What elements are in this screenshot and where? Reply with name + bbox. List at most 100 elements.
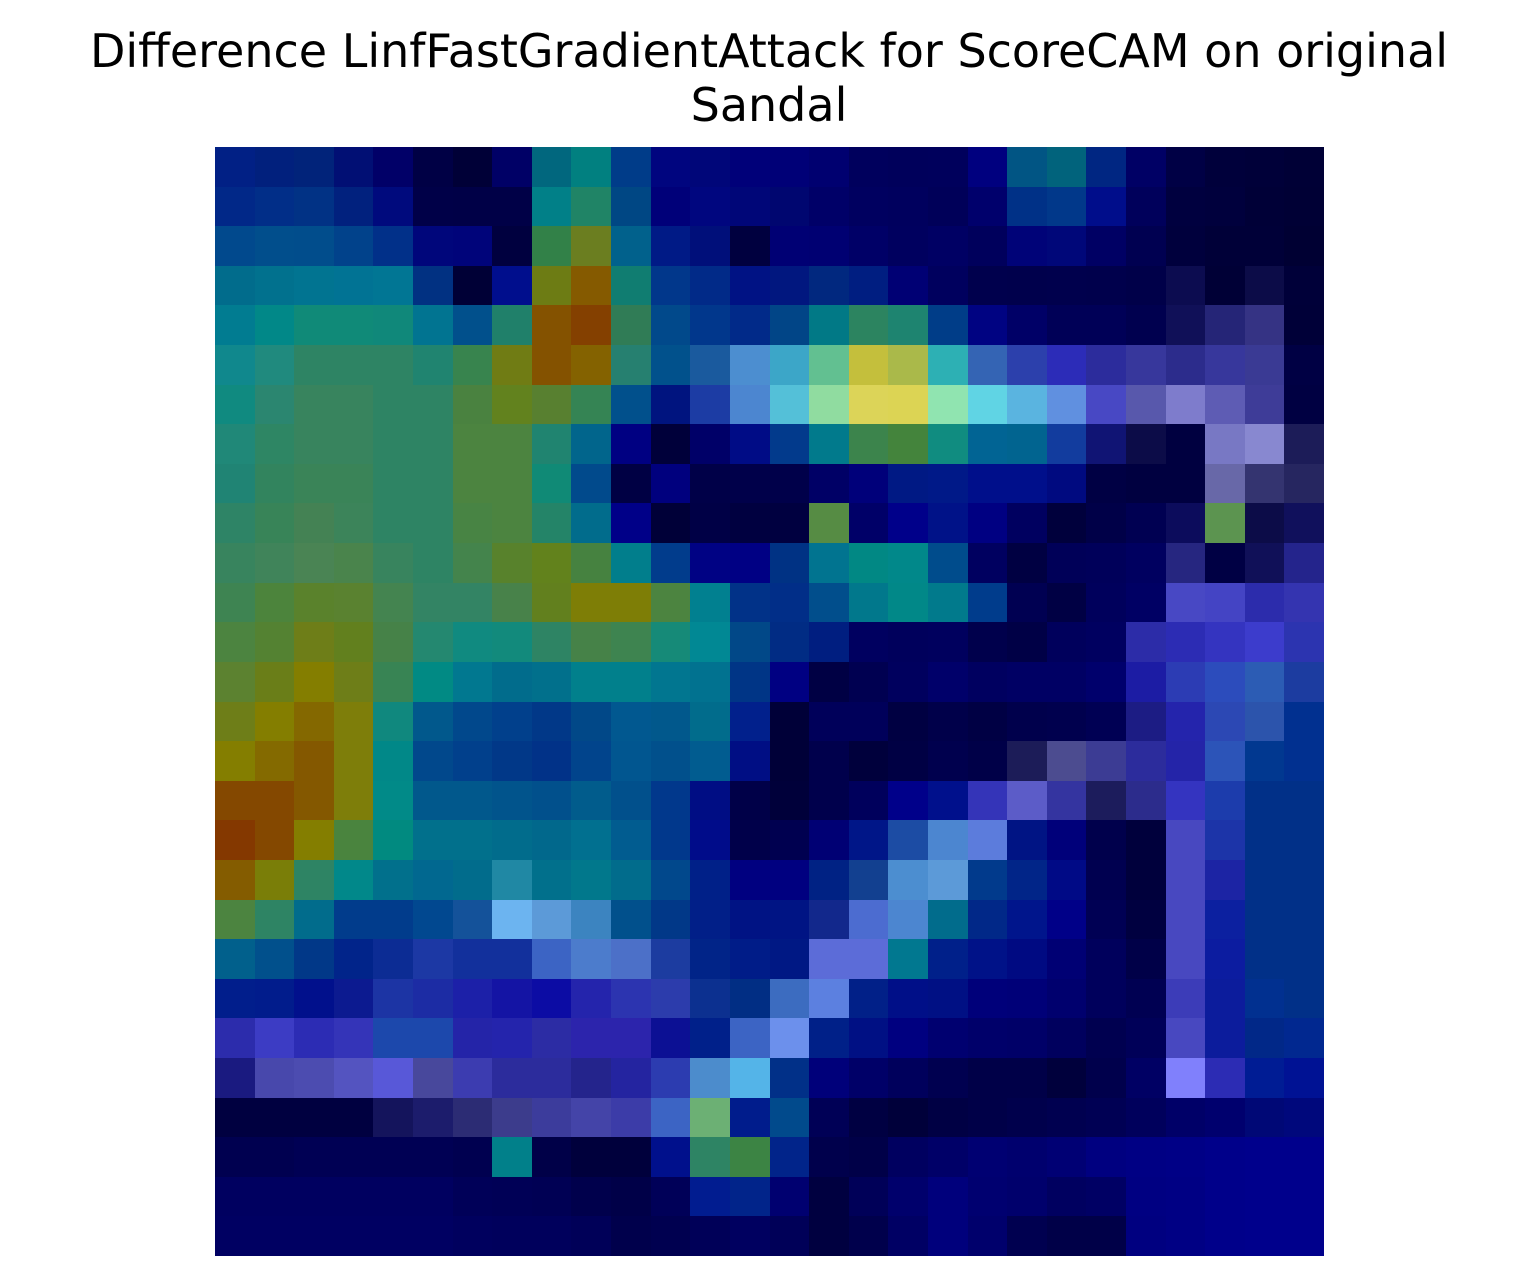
heatmap-cell-6-3 [334,385,373,424]
heatmap-cell-7-3 [334,424,373,464]
heatmap-cell-14-24 [1166,702,1205,741]
heatmap-cell-19-21 [1047,900,1086,939]
heatmap-cell-3-5 [413,266,453,305]
heatmap-cell-4-2 [294,305,334,345]
heatmap-cell-5-14 [770,345,809,385]
heatmap-cell-21-23 [1126,979,1166,1018]
heatmap-cell-0-6 [453,147,492,187]
heatmap-cell-17-5 [413,820,453,860]
heatmap-cell-17-7 [492,820,532,860]
heatmap-cell-15-14 [770,741,809,781]
heatmap-cell-18-27 [1284,860,1324,900]
heatmap-cell-14-3 [334,702,373,741]
heatmap-cell-15-4 [373,741,413,781]
heatmap-cell-21-21 [1047,979,1086,1018]
heatmap-cell-3-9 [571,266,611,305]
heatmap-cell-0-10 [611,147,651,187]
heatmap-cell-1-8 [532,187,571,226]
heatmap-cell-8-17 [888,464,928,503]
heatmap-cell-16-11 [651,781,690,820]
heatmap-cell-22-24 [1166,1018,1205,1058]
heatmap-cell-19-12 [690,900,730,939]
heatmap-cell-17-1 [255,820,294,860]
heatmap-cell-10-12 [690,543,730,583]
heatmap-cell-17-18 [928,820,968,860]
heatmap-cell-23-20 [1007,1058,1047,1098]
heatmap-cell-7-24 [1166,424,1205,464]
heatmap-cell-27-4 [373,1216,413,1256]
heatmap-cell-12-4 [373,622,413,662]
heatmap-cell-21-0 [215,979,255,1018]
heatmap-cell-16-19 [968,781,1007,820]
heatmap-cell-19-7 [492,900,532,939]
heatmap-cell-2-26 [1245,226,1284,266]
heatmap-cell-17-25 [1205,820,1245,860]
heatmap-cell-26-15 [809,1177,849,1216]
heatmap-cell-20-1 [255,939,294,979]
heatmap-cell-0-1 [255,147,294,187]
heatmap-cell-15-11 [651,741,690,781]
heatmap-cell-1-12 [690,187,730,226]
heatmap-cell-7-21 [1047,424,1086,464]
heatmap-cell-23-17 [888,1058,928,1098]
heatmap-cell-17-6 [453,820,492,860]
heatmap-cell-17-20 [1007,820,1047,860]
heatmap-cell-25-21 [1047,1137,1086,1177]
heatmap-cell-22-9 [571,1018,611,1058]
heatmap-cell-13-26 [1245,662,1284,702]
heatmap-cell-6-10 [611,385,651,424]
heatmap-cell-0-17 [888,147,928,187]
heatmap-cell-5-2 [294,345,334,385]
heatmap-cell-7-22 [1086,424,1126,464]
heatmap-cell-7-6 [453,424,492,464]
heatmap-cell-26-13 [730,1177,770,1216]
heatmap-cell-19-16 [849,900,888,939]
heatmap-cell-21-9 [571,979,611,1018]
heatmap-cell-14-22 [1086,702,1126,741]
heatmap-cell-11-2 [294,583,334,622]
heatmap-cell-20-16 [849,939,888,979]
heatmap-cell-3-13 [730,266,770,305]
heatmap-cell-2-7 [492,226,532,266]
heatmap-cell-5-3 [334,345,373,385]
heatmap-cell-9-11 [651,503,690,543]
heatmap-cell-20-11 [651,939,690,979]
heatmap-cell-27-25 [1205,1216,1245,1256]
heatmap-cell-26-12 [690,1177,730,1216]
heatmap-cell-8-9 [571,464,611,503]
heatmap-cell-13-21 [1047,662,1086,702]
heatmap-cell-17-13 [730,820,770,860]
heatmap-cell-1-19 [968,187,1007,226]
heatmap-cell-21-14 [770,979,809,1018]
heatmap-cell-20-6 [453,939,492,979]
heatmap-cell-9-3 [334,503,373,543]
heatmap-cell-19-9 [571,900,611,939]
heatmap-cell-9-7 [492,503,532,543]
heatmap-cell-19-0 [215,900,255,939]
heatmap-cell-8-15 [809,464,849,503]
heatmap-cell-16-14 [770,781,809,820]
heatmap-cell-18-17 [888,860,928,900]
heatmap-cell-13-17 [888,662,928,702]
heatmap-cell-9-20 [1007,503,1047,543]
heatmap-cell-17-11 [651,820,690,860]
heatmap-cell-24-24 [1166,1098,1205,1137]
heatmap-cell-9-17 [888,503,928,543]
heatmap-cell-14-5 [413,702,453,741]
heatmap-cell-24-23 [1126,1098,1166,1137]
heatmap-cell-20-18 [928,939,968,979]
heatmap-cell-25-8 [532,1137,571,1177]
heatmap-cell-22-26 [1245,1018,1284,1058]
heatmap-cell-15-27 [1284,741,1324,781]
heatmap-cell-15-5 [413,741,453,781]
heatmap-cell-6-2 [294,385,334,424]
heatmap-cell-25-6 [453,1137,492,1177]
heatmap-cell-24-17 [888,1098,928,1137]
heatmap-cell-11-5 [413,583,453,622]
heatmap-cell-4-12 [690,305,730,345]
heatmap-cell-1-26 [1245,187,1284,226]
heatmap-cell-9-15 [809,503,849,543]
heatmap-cell-7-11 [651,424,690,464]
heatmap-cell-21-26 [1245,979,1284,1018]
heatmap-cell-7-13 [730,424,770,464]
